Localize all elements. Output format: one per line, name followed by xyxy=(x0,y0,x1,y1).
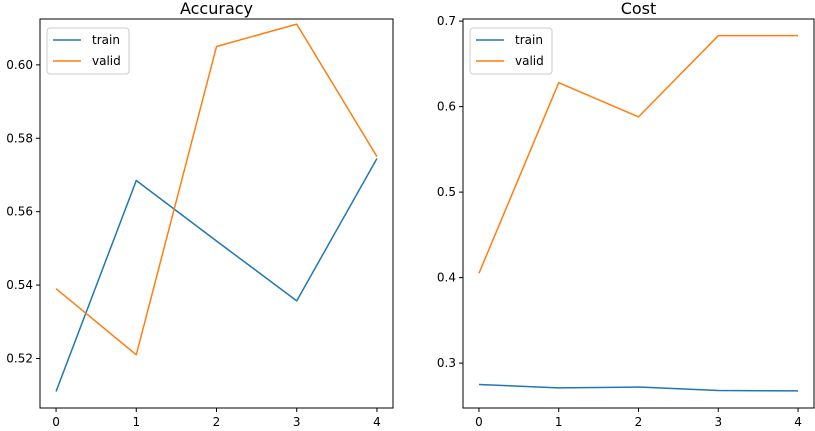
axes-frame xyxy=(39,18,394,409)
x-tick-label: 4 xyxy=(373,415,381,429)
y-tick-label: 0.5 xyxy=(437,185,456,199)
chart-title: Accuracy xyxy=(180,0,253,18)
x-tick-label: 3 xyxy=(714,415,722,429)
series-lines xyxy=(478,34,799,392)
x-tick-label: 2 xyxy=(213,415,221,429)
x-tick-label: 0 xyxy=(52,415,60,429)
y-tick-label: 0.58 xyxy=(6,131,33,145)
chart-panel-accuracy: Accuracy 0 1 2 3 4 0.52 0.54 0.56 0.58 0.60 train va… xyxy=(6,0,394,429)
legend: train valid xyxy=(469,27,553,75)
y-tick-label: 0.52 xyxy=(6,351,33,365)
series-line-valid xyxy=(478,34,799,274)
x-tick-label: 1 xyxy=(132,415,140,429)
legend-label-train: train xyxy=(515,33,543,47)
axes-frame xyxy=(462,18,815,409)
legend-label-valid: valid xyxy=(515,54,544,68)
y-tick-label: 0.54 xyxy=(6,278,33,292)
x-tick-label: 1 xyxy=(555,415,563,429)
chart-title: Cost xyxy=(621,0,657,18)
x-tick-label: 3 xyxy=(293,415,301,429)
legend-label-train: train xyxy=(92,33,120,47)
x-tick-label: 4 xyxy=(794,415,802,429)
y-tick-label: 0.3 xyxy=(437,356,456,370)
y-tick-label: 0.6 xyxy=(437,100,456,114)
y-tick-label: 0.60 xyxy=(6,58,33,72)
legend-label-valid: valid xyxy=(92,54,121,68)
chart-panel-cost: Cost 0 1 2 3 4 0.3 0.4 0.5 0.6 0.7 train valid xyxy=(437,0,815,429)
legend: train valid xyxy=(46,27,130,75)
series-line-train xyxy=(478,383,799,392)
y-tick-label: 0.4 xyxy=(437,271,456,285)
y-tick-label: 0.7 xyxy=(437,14,456,28)
y-tick-label: 0.56 xyxy=(6,205,33,219)
series-line-valid xyxy=(55,23,378,356)
x-tick-label: 0 xyxy=(475,415,483,429)
x-tick-label: 2 xyxy=(635,415,643,429)
series-lines xyxy=(55,23,378,392)
series-line-train xyxy=(55,158,378,392)
